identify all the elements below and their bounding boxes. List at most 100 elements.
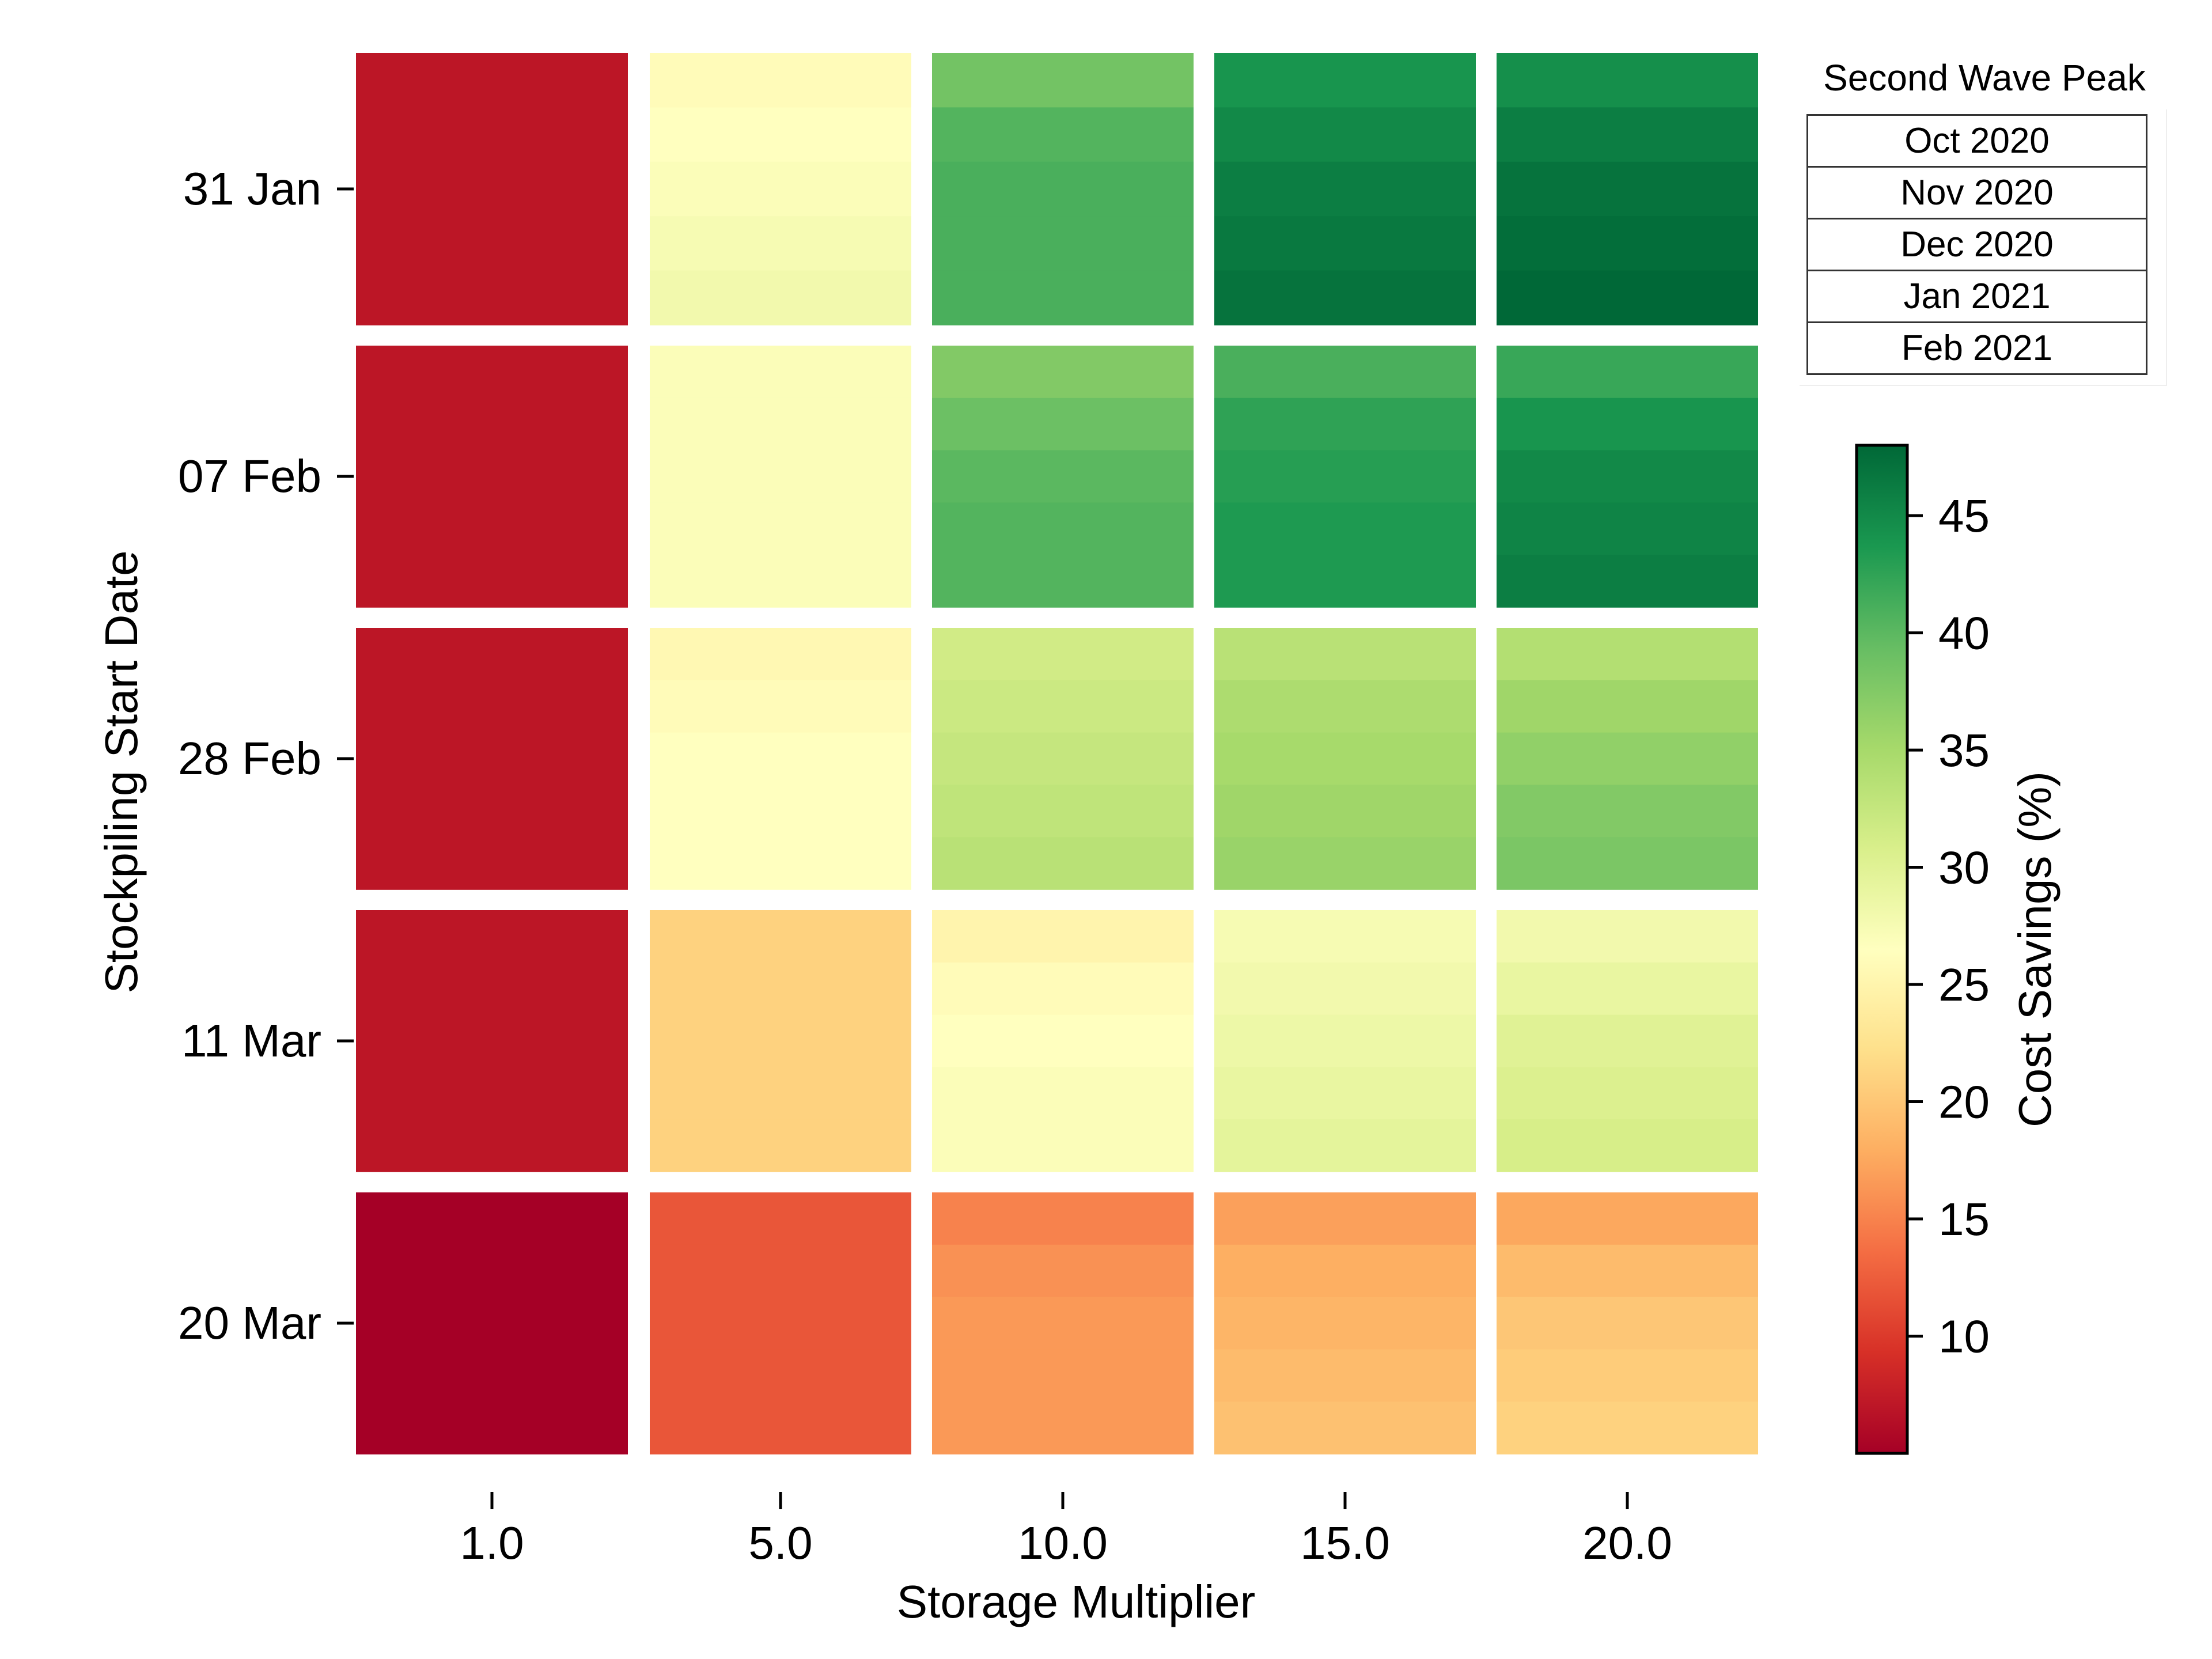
heatmap-cell: [1214, 1119, 1476, 1172]
heatmap-cell: [1214, 346, 1476, 399]
colorbar-tick-label: 20: [1938, 1077, 1990, 1128]
heatmap-cell: [356, 680, 628, 733]
heatmap-cell: [1497, 1119, 1758, 1172]
heatmap-cell: [356, 837, 628, 890]
heatmap-cell: [650, 555, 911, 608]
heatmap-cell: [650, 680, 911, 733]
heatmap-cell: [356, 1349, 628, 1402]
x-tick-label: 15.0: [1300, 1517, 1390, 1569]
heatmap-cell: [356, 962, 628, 1016]
y-tick-label: 11 Mar: [181, 1015, 321, 1066]
heatmap-cell: [650, 502, 911, 555]
heatmap-cell: [932, 1297, 1194, 1350]
heatmap-cell: [650, 450, 911, 503]
heatmap-cell: [650, 628, 911, 681]
heatmap-cell: [650, 962, 911, 1016]
heatmap-cell: [932, 837, 1194, 890]
heatmap-cell: [932, 962, 1194, 1016]
heatmap-cell: [932, 910, 1194, 963]
heatmap-cell: [356, 216, 628, 271]
colorbar-tick-label: 15: [1938, 1194, 1990, 1245]
heatmap-cell: [932, 346, 1194, 399]
heatmap-cell: [356, 107, 628, 162]
heatmap-cell: [650, 216, 911, 271]
heatmap-cell: [932, 732, 1194, 786]
y-axis-label: Stockpiling Start Date: [96, 550, 147, 993]
heatmap-cell: [1214, 910, 1476, 963]
x-tick-label: 5.0: [748, 1517, 812, 1569]
heatmap-cell: [650, 910, 911, 963]
heatmap-cell: [650, 1192, 911, 1245]
heatmap-cell: [356, 397, 628, 451]
colorbar-tick-label: 25: [1938, 959, 1990, 1010]
heatmap-cell: [356, 346, 628, 399]
heatmap-cell: [356, 628, 628, 681]
heatmap-cell: [1214, 107, 1476, 162]
colorbar-gradient: [1855, 444, 1909, 1455]
heatmap-cell: [1497, 346, 1758, 399]
heatmap-cell: [650, 1402, 911, 1455]
heatmap-cell: [1497, 1067, 1758, 1120]
heatmap-cell: [932, 1349, 1194, 1402]
heatmap-cell: [1214, 502, 1476, 555]
heatmap-cell: [650, 1244, 911, 1298]
heatmap-cell: [1497, 1192, 1758, 1245]
colorbar: 10 15 20 25 30 35 40 45 Cost Savings (%): [1855, 444, 2061, 1455]
heatmap-cells: [356, 53, 1758, 1455]
heatmap-cell: [932, 53, 1194, 108]
heatmap-cell: [1214, 161, 1476, 217]
legend-entry: Feb 2021: [1806, 321, 2147, 375]
heatmap-cell: [1497, 555, 1758, 608]
legend-frame: [1800, 109, 2167, 386]
heatmap-cell: [1214, 1192, 1476, 1245]
heatmap-cell: [932, 628, 1194, 681]
heatmap-cell: [1497, 53, 1758, 108]
x-axis-label: Storage Multiplier: [897, 1576, 1256, 1627]
heatmap-cell: [1497, 910, 1758, 963]
colorbar-tick-label: 35: [1938, 725, 1990, 776]
heatmap-cell: [356, 502, 628, 555]
heatmap-cell: [356, 53, 628, 108]
x-axis: 1.0 5.0 10.0 15.0 20.0: [460, 1492, 1672, 1569]
heatmap-cell: [932, 161, 1194, 217]
colorbar-tick-label: 45: [1938, 490, 1990, 541]
heatmap-cell: [1497, 450, 1758, 503]
heatmap-cell: [932, 450, 1194, 503]
heatmap-cell: [932, 1244, 1194, 1298]
heatmap-cell: [932, 270, 1194, 325]
heatmap-cell: [1497, 962, 1758, 1016]
heatmap-cell: [1214, 270, 1476, 325]
heatmap-cell: [650, 1297, 911, 1350]
heatmap-cell: [1214, 680, 1476, 733]
colorbar-tick-label: 10: [1938, 1311, 1990, 1362]
heatmap-cell: [1497, 628, 1758, 681]
heatmap-cell: [650, 161, 911, 217]
legend-entry: Dec 2020: [1806, 218, 2147, 271]
x-tick-label: 10.0: [1018, 1517, 1108, 1569]
heatmap-cell: [1214, 785, 1476, 838]
colorbar-tick-label: 30: [1938, 842, 1990, 893]
heatmap-cell: [932, 502, 1194, 555]
heatmap-cell: [356, 161, 628, 217]
heatmap-cell: [650, 270, 911, 325]
heatmap-cell: [1214, 1297, 1476, 1350]
heatmap-cell: [932, 555, 1194, 608]
heatmap-cell: [650, 397, 911, 451]
heatmap-cell: [356, 1014, 628, 1068]
heatmap-cell: [356, 732, 628, 786]
heatmap-cell: [650, 1119, 911, 1172]
heatmap-cell: [932, 216, 1194, 271]
heatmap-cell: [932, 1192, 1194, 1245]
heatmap-cell: [1214, 1067, 1476, 1120]
heatmap-cell: [932, 1119, 1194, 1172]
heatmap-cell: [932, 785, 1194, 838]
heatmap-cell: [1497, 107, 1758, 162]
heatmap-cell: [356, 1067, 628, 1120]
heatmap-cell: [1497, 732, 1758, 786]
heatmap-cell: [1497, 502, 1758, 555]
heatmap-cell: [650, 837, 911, 890]
heatmap-cell: [1497, 1297, 1758, 1350]
heatmap-cell: [356, 1192, 628, 1245]
heatmap-cell: [356, 1402, 628, 1455]
legend-entry: Jan 2021: [1806, 270, 2147, 323]
